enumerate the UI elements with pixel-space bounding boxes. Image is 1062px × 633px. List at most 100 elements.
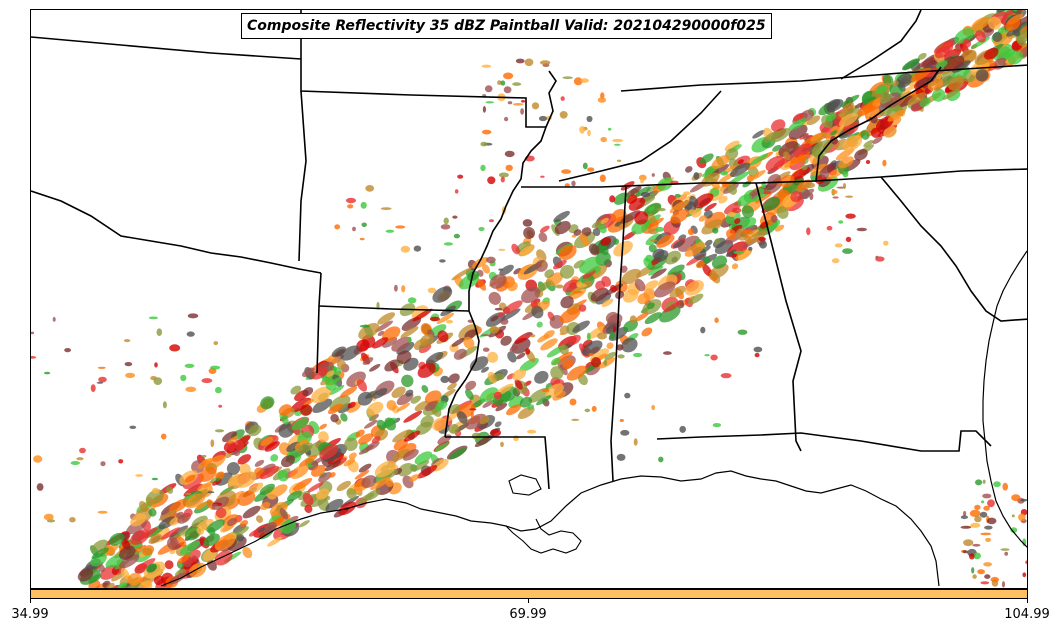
- colorbar-tick-label-max: 104.99: [1004, 607, 1050, 622]
- reflectivity-blob: [684, 242, 706, 257]
- reflectivity-blob: [770, 127, 791, 143]
- reflectivity-blob: [215, 507, 227, 519]
- reflectivity-blob: [362, 357, 374, 365]
- reflectivity-blob: [749, 153, 769, 166]
- reflectivity-blob: [737, 194, 753, 207]
- reflectivity-blob: [729, 162, 751, 177]
- reflectivity-cell: [600, 136, 607, 143]
- reflectivity-blob: [582, 340, 603, 357]
- reflectivity-blob: [146, 499, 156, 507]
- reflectivity-cell: [845, 195, 854, 198]
- reflectivity-blob: [702, 264, 712, 277]
- reflectivity-cell: [812, 157, 817, 165]
- reflectivity-cell: [720, 170, 728, 176]
- reflectivity-blob: [203, 533, 220, 547]
- reflectivity-blob: [432, 417, 448, 432]
- reflectivity-cell: [457, 174, 464, 179]
- reflectivity-blob: [413, 460, 430, 471]
- reflectivity-cell: [712, 227, 719, 234]
- reflectivity-blob: [237, 454, 251, 465]
- reflectivity-blob: [179, 540, 201, 555]
- reflectivity-cell: [385, 229, 395, 233]
- reflectivity-blob: [489, 274, 507, 289]
- reflectivity-cell: [69, 517, 76, 523]
- reflectivity-cell: [96, 381, 104, 384]
- reflectivity-blob: [414, 400, 430, 412]
- reflectivity-blob: [606, 342, 614, 350]
- reflectivity-blob: [453, 348, 467, 360]
- reflectivity-cell: [649, 239, 658, 242]
- reflectivity-cell: [124, 362, 133, 367]
- reflectivity-cell: [97, 510, 108, 514]
- reflectivity-cell: [359, 324, 371, 328]
- reflectivity-blob: [472, 256, 489, 269]
- reflectivity-blob: [488, 291, 501, 305]
- reflectivity-cell: [580, 78, 589, 83]
- reflectivity-blob: [635, 186, 651, 197]
- reflectivity-blob: [641, 192, 658, 203]
- colorbar-tick-max: [1027, 599, 1028, 603]
- reflectivity-blob: [139, 500, 149, 513]
- reflectivity-blob: [646, 302, 655, 310]
- reflectivity-blob: [447, 382, 457, 391]
- reflectivity-blob: [519, 245, 535, 256]
- reflectivity-blob: [887, 109, 906, 122]
- reflectivity-cell: [969, 553, 975, 560]
- reflectivity-blob: [405, 389, 414, 397]
- reflectivity-blob: [448, 423, 459, 434]
- reflectivity-cell: [440, 375, 450, 383]
- reflectivity-cell: [842, 248, 853, 254]
- reflectivity-cell: [352, 226, 356, 232]
- reflectivity-blob: [278, 404, 292, 416]
- reflectivity-blob: [437, 330, 449, 343]
- reflectivity-blob: [206, 519, 225, 533]
- reflectivity-cell: [160, 433, 167, 440]
- reflectivity-blob: [727, 184, 738, 195]
- reflectivity-cell: [76, 457, 84, 461]
- reflectivity-cell: [573, 77, 583, 86]
- reflectivity-blob: [146, 563, 158, 573]
- reflectivity-cell: [440, 224, 451, 230]
- reflectivity-blob: [591, 357, 602, 368]
- reflectivity-blob: [523, 227, 536, 239]
- reflectivity-blob: [169, 525, 189, 538]
- reflectivity-cell: [485, 101, 495, 104]
- reflectivity-blob: [235, 471, 257, 488]
- reflectivity-cell: [982, 479, 986, 484]
- reflectivity-cell: [834, 243, 843, 248]
- reflectivity-cell: [530, 300, 538, 308]
- reflectivity-cell: [429, 316, 440, 322]
- reflectivity-cell: [571, 180, 576, 187]
- reflectivity-cell: [591, 405, 597, 412]
- reflectivity-blob: [487, 371, 498, 384]
- reflectivity-blob: [975, 69, 989, 82]
- colorbar-tick-min: [30, 599, 31, 603]
- reflectivity-cell: [452, 215, 458, 219]
- reflectivity-cell: [569, 398, 577, 406]
- reflectivity-cell: [826, 225, 833, 231]
- reflectivity-cell: [500, 441, 504, 447]
- reflectivity-blob: [798, 154, 807, 163]
- reflectivity-blob: [737, 159, 744, 165]
- reflectivity-cell: [186, 331, 195, 337]
- reflectivity-cell: [531, 102, 540, 110]
- reflectivity-cell: [801, 164, 808, 171]
- reflectivity-cell: [616, 159, 622, 162]
- reflectivity-blob: [734, 218, 741, 225]
- reflectivity-blob: [260, 501, 271, 511]
- reflectivity-cell: [31, 356, 37, 359]
- reflectivity-cell: [512, 82, 522, 86]
- reflectivity-cell: [498, 268, 504, 271]
- reflectivity-cell: [980, 532, 992, 536]
- reflectivity-cell: [560, 96, 565, 101]
- reflectivity-blob: [312, 398, 333, 413]
- reflectivity-cell: [655, 226, 664, 232]
- reflectivity-blob: [260, 436, 274, 447]
- reflectivity-cell: [360, 201, 367, 209]
- reflectivity-blob: [119, 554, 140, 569]
- reflectivity-blob: [325, 498, 344, 513]
- reflectivity-blob: [448, 373, 460, 384]
- reflectivity-blob: [812, 147, 824, 160]
- reflectivity-cell: [494, 307, 503, 311]
- reflectivity-blob: [340, 345, 360, 361]
